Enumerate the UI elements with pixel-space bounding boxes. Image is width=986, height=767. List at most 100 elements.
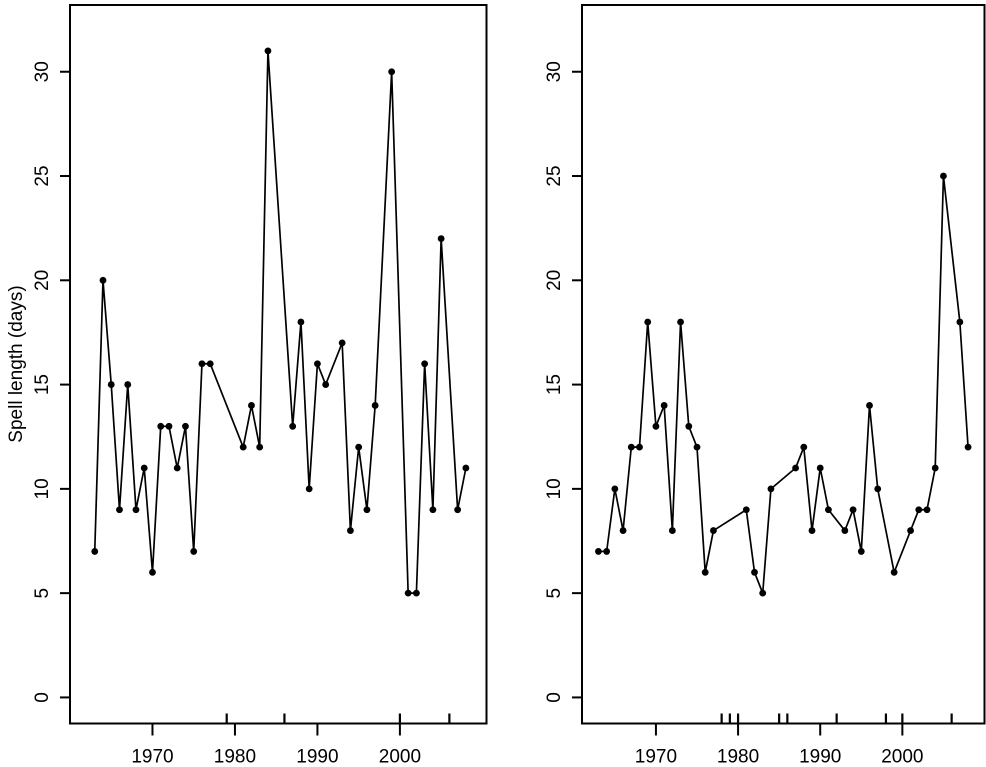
y-axis-tick-label: 5: [32, 588, 53, 599]
data-point: [173, 464, 181, 472]
y-axis-tick-label: 20: [544, 270, 565, 291]
data-point: [857, 548, 865, 555]
data-point: [611, 485, 619, 493]
data-point: [182, 422, 189, 430]
series-line: [93, 50, 467, 594]
y-axis-tick-label: 10: [32, 478, 53, 499]
data-point: [289, 422, 297, 430]
y-axis-tick-label: 15: [32, 374, 53, 395]
x-axis-tick-label: 2000: [379, 747, 421, 767]
data-point: [388, 68, 396, 76]
data-point: [636, 443, 643, 451]
x-axis-tick-label: 1990: [799, 747, 841, 767]
data-point: [940, 172, 947, 180]
y-axis-tick-label: 10: [544, 478, 565, 499]
panel-right: 1970 1980 1990 2000 0 5 10 15 20 25 30: [544, 4, 986, 767]
data-point: [347, 527, 354, 534]
data-point: [371, 402, 379, 409]
x-axis-tick-label: 1970: [635, 747, 677, 767]
data-point: [462, 464, 470, 472]
data-point: [421, 360, 429, 368]
data-point: [132, 506, 140, 514]
data-point: [140, 464, 148, 472]
data-point: [190, 548, 198, 555]
y-axis-tick-label: 0: [32, 692, 53, 703]
data-point: [825, 506, 832, 514]
plot-box: [69, 4, 488, 725]
data-point: [256, 443, 264, 451]
data-point: [404, 589, 412, 597]
data-point: [849, 506, 857, 514]
data-point: [931, 464, 939, 472]
data-point: [619, 527, 627, 534]
data-point: [437, 235, 445, 242]
data-point: [800, 443, 808, 451]
data-point: [627, 443, 635, 451]
y-axis-tick-label: 15: [544, 374, 565, 395]
x-axis-tick-label: 2000: [881, 747, 923, 767]
data-point: [792, 464, 799, 472]
data-point: [767, 485, 775, 493]
data-point: [149, 568, 156, 576]
x-axis-tick-label: 1980: [717, 747, 759, 767]
data-point: [165, 422, 173, 430]
data-point: [660, 402, 668, 409]
data-point: [412, 589, 420, 597]
data-point: [956, 318, 964, 326]
data-point: [685, 422, 693, 430]
data-point: [99, 276, 107, 284]
data-point: [866, 402, 873, 409]
y-axis-tick-label: 20: [32, 270, 53, 291]
data-point: [239, 443, 247, 451]
data-point: [116, 506, 123, 514]
data-point: [907, 527, 914, 534]
y-axis-tick-label: 0: [544, 692, 565, 703]
data-point: [363, 506, 371, 514]
data-point: [248, 402, 255, 409]
data-point: [874, 485, 882, 493]
data-point: [429, 506, 437, 514]
y-axis-tick-label: 30: [32, 61, 53, 82]
plot-box: [581, 4, 986, 725]
data-point: [305, 485, 313, 493]
data-point: [668, 527, 676, 534]
data-point: [124, 381, 132, 388]
data-point: [710, 527, 717, 534]
data-point: [915, 506, 923, 514]
data-point: [808, 527, 816, 534]
data-point: [355, 443, 363, 451]
x-axis-tick-label: 1970: [131, 747, 173, 767]
data-point: [677, 318, 684, 326]
data-point: [91, 548, 99, 555]
data-point: [701, 568, 709, 576]
data-point: [454, 506, 462, 514]
data-point: [314, 360, 321, 368]
data-point: [890, 568, 898, 576]
data-point: [338, 339, 346, 347]
data-point: [644, 318, 652, 326]
data-point: [322, 381, 330, 388]
y-axis-title: Spell length (days): [6, 285, 27, 442]
y-axis-tick-label: 25: [32, 165, 53, 186]
panel-left: 1970 1980 1990 2000 0 5 10 15 20 25 30: [32, 4, 488, 767]
data-point: [759, 589, 767, 597]
data-point: [751, 568, 758, 576]
y-axis-tick-label: 25: [544, 165, 565, 186]
data-point: [841, 527, 849, 534]
data-point: [964, 443, 972, 451]
data-point: [157, 422, 165, 430]
x-axis-tick-label: 1980: [214, 747, 256, 767]
x-axis-tick-label: 1990: [296, 747, 338, 767]
y-axis-tick-label: 5: [544, 588, 565, 599]
data-point: [923, 506, 931, 514]
data-point: [198, 360, 206, 368]
data-point: [264, 47, 272, 55]
data-point: [297, 318, 305, 326]
data-point: [652, 422, 660, 430]
y-axis-tick-label: 30: [544, 61, 565, 82]
data-point: [742, 506, 750, 514]
data-point: [603, 548, 611, 555]
data-point: [206, 360, 214, 368]
